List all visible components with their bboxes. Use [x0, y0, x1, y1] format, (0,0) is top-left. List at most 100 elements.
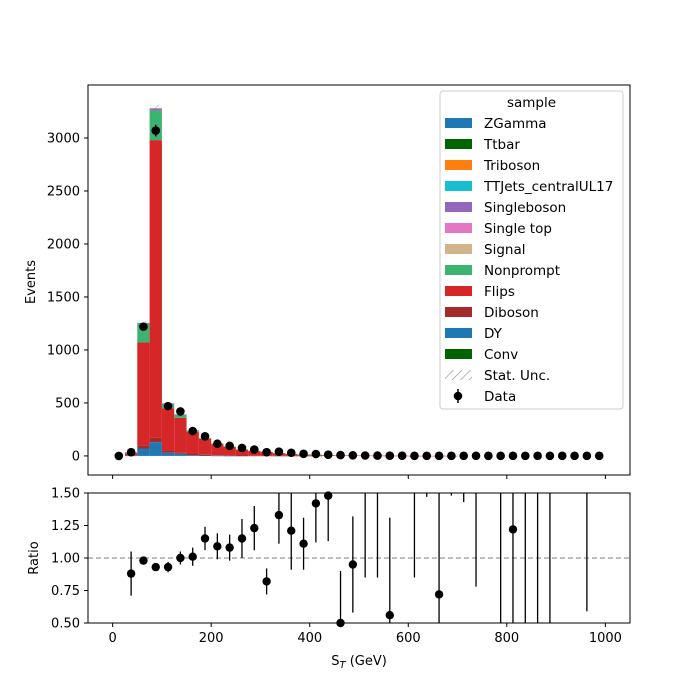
ratio-y-axis: 0.50 0.75 1.00 1.25 1.50 — [51, 487, 88, 632]
ratio-point-8 — [225, 543, 234, 552]
data-point-35 — [545, 451, 555, 461]
ratio-point-6 — [200, 534, 210, 543]
data-point-12 — [262, 447, 271, 457]
data-point-13 — [274, 447, 284, 456]
legend-swatch-conv — [445, 349, 472, 359]
bar-flips-bin-10 — [235, 449, 249, 456]
legend-marker-data — [453, 391, 463, 401]
bar-dy-bin-5 — [174, 453, 187, 456]
ratio-point-19 — [385, 611, 394, 620]
bar-dy-bin-2 — [137, 448, 150, 456]
ratio-long-error-bars — [364, 493, 588, 623]
legend-swatch-zgamma — [445, 118, 472, 128]
bar-diboson-bin-5 — [174, 452, 187, 454]
main-axes-frame — [87, 84, 631, 476]
data-point-5 — [176, 407, 185, 416]
legend-label-flips: Flips — [484, 284, 515, 300]
data-point-0 — [114, 451, 124, 461]
bar-flips-bin-6 — [186, 431, 199, 455]
legend: sample ZGamma Ttbar Triboson TTJets_centralU… — [439, 90, 624, 410]
main-y-axis: 0 500 1000 1500 2000 2500 3000 — [47, 131, 88, 464]
bar-diboson-bin-6 — [186, 454, 199, 456]
data-point-28 — [459, 451, 469, 461]
bar-dy-bin-9 — [223, 455, 236, 457]
bar-flips-bin-2 — [137, 342, 150, 446]
main-panel: 0 500 1000 1500 2000 2500 3000 Events — [24, 84, 631, 479]
data-point-38 — [582, 451, 592, 461]
ratio-ytick-label-0: 0.50 — [51, 617, 80, 632]
data-point-11 — [249, 445, 259, 454]
legend-box — [439, 90, 624, 410]
main-ytick-label-2: 1000 — [47, 343, 80, 358]
main-ytick-label-6: 3000 — [47, 131, 80, 146]
data-point-29 — [471, 451, 481, 461]
data-point-24 — [410, 451, 419, 461]
data-point-6 — [188, 426, 198, 436]
data-point-39 — [594, 451, 604, 461]
legend-swatch-stat-unc- — [445, 370, 472, 380]
bar-dy-bin-10 — [235, 455, 249, 457]
bar-diboson-bin-13 — [272, 455, 286, 457]
ratio-point-4 — [176, 553, 185, 563]
legend-label-ttbar: Ttbar — [483, 137, 520, 153]
ratio-ytick-label-2: 1.00 — [51, 552, 80, 567]
ratio-point-12 — [274, 510, 284, 520]
legend-swatch-ttjets-centralul17 — [445, 181, 472, 191]
legend-swatch-single-top — [445, 223, 472, 233]
legend-swatch-flips — [445, 286, 472, 296]
legend-swatch-singleboson — [445, 202, 472, 212]
data-point-31 — [496, 451, 505, 461]
main-ytick-label-1: 500 — [55, 396, 80, 411]
ratio-point-9 — [237, 534, 247, 543]
data-point-27 — [447, 451, 456, 461]
ratio-point-21 — [508, 525, 518, 534]
ratio-data-points — [126, 491, 518, 628]
legend-swatch-ttbar — [445, 139, 472, 149]
ratio-xtick-label-3: 600 — [396, 631, 421, 646]
ratio-point-15 — [311, 499, 321, 508]
stat-unc-bin-3 — [149, 104, 162, 112]
bar-diboson-bin-10 — [235, 455, 249, 456]
data-point-16 — [311, 449, 321, 459]
legend-label-signal: Signal — [484, 242, 525, 258]
legend-label-ttjets-centralul17: TTJets_centralUL17 — [483, 179, 613, 195]
data-point-34 — [533, 451, 542, 461]
legend-label-triboson: Triboson — [483, 158, 540, 174]
legend-label-diboson: Diboson — [484, 305, 539, 321]
legend-label-data: Data — [484, 389, 516, 405]
legend-label-conv: Conv — [484, 347, 518, 363]
ratio-ytick-label-1: 0.75 — [51, 584, 80, 599]
legend-label-stat-unc-: Stat. Unc. — [484, 368, 550, 384]
main-ytick-label-4: 2000 — [47, 237, 80, 252]
main-ytick-label-0: 0 — [72, 449, 80, 464]
legend-label-nonprompt: Nonprompt — [484, 263, 560, 279]
data-point-33 — [520, 451, 530, 461]
data-point-22 — [385, 451, 395, 461]
legend-swatch-diboson — [445, 307, 472, 317]
ratio-panel: 0.50 0.75 1.00 1.25 1.50 0 200 400 600 800 1000 R… — [27, 487, 631, 671]
bar-dy-bin-8 — [211, 455, 224, 457]
data-point-1 — [126, 447, 136, 457]
data-point-14 — [286, 448, 296, 458]
data-point-2 — [139, 322, 148, 331]
ratio-point-5 — [188, 552, 197, 561]
x-axis-label: ST (GeV) — [331, 654, 387, 671]
data-point-10 — [237, 443, 247, 453]
ratio-point-0 — [126, 569, 136, 578]
bar-diboson-bin-9 — [223, 455, 236, 456]
bar-diboson-bin-11 — [248, 455, 261, 457]
bar-flips-bin-9 — [223, 446, 236, 456]
ratio-point-18 — [348, 560, 358, 569]
bar-dy-bin-3 — [149, 442, 162, 456]
data-point-37 — [570, 451, 579, 461]
ratio-xtick-label-2: 400 — [297, 631, 322, 646]
data-point-30 — [484, 451, 493, 461]
bar-diboson-bin-2 — [137, 445, 150, 449]
ratio-point-10 — [250, 523, 259, 533]
data-point-9 — [225, 441, 234, 451]
legend-label-dy: DY — [484, 326, 503, 342]
data-point-15 — [299, 449, 308, 459]
bar-flips-bin-5 — [174, 417, 187, 453]
data-point-20 — [360, 451, 370, 460]
